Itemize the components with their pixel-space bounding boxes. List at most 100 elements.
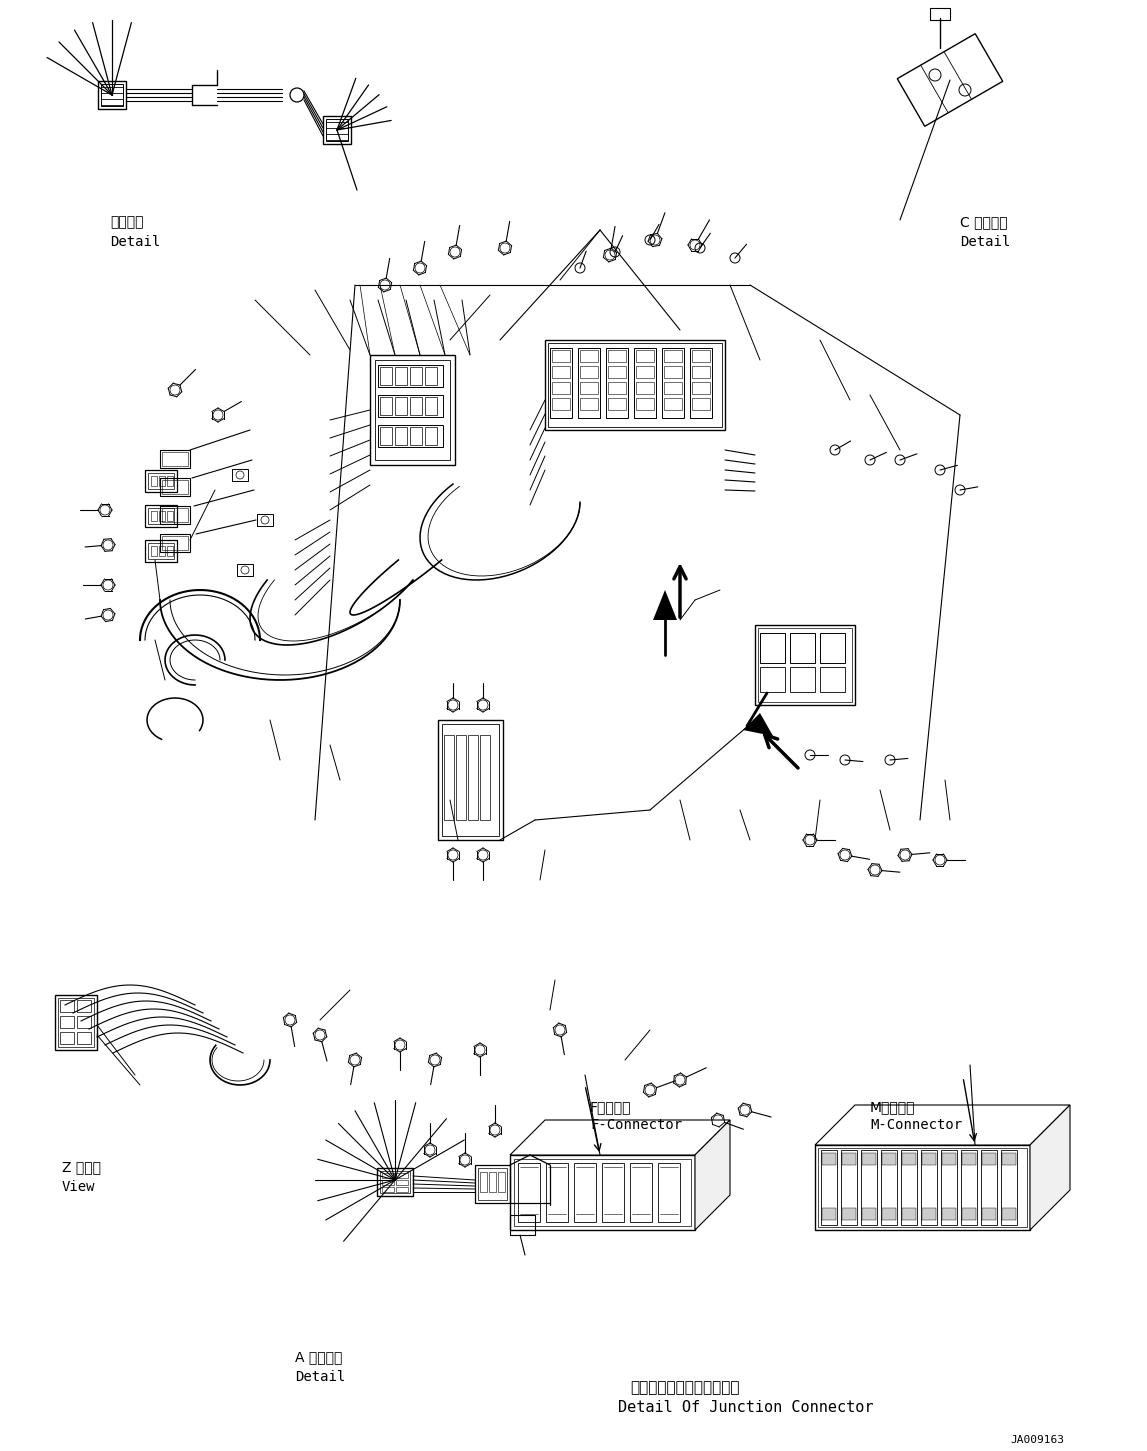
- Bar: [820, 667, 845, 692]
- Bar: [863, 1209, 876, 1220]
- Bar: [159, 534, 190, 551]
- Bar: [580, 382, 598, 395]
- Bar: [548, 342, 721, 427]
- Bar: [370, 355, 455, 464]
- Bar: [608, 398, 626, 411]
- Bar: [409, 398, 422, 415]
- Bar: [863, 1154, 876, 1165]
- Bar: [790, 667, 816, 692]
- Bar: [882, 1154, 896, 1165]
- Bar: [162, 508, 188, 522]
- Bar: [1002, 1209, 1016, 1220]
- Bar: [902, 1151, 916, 1225]
- Bar: [162, 453, 188, 466]
- Bar: [395, 398, 407, 415]
- Bar: [479, 1172, 487, 1193]
- Bar: [162, 480, 188, 493]
- Polygon shape: [816, 1106, 1070, 1145]
- Bar: [930, 7, 950, 19]
- Bar: [551, 348, 572, 418]
- Bar: [159, 511, 165, 521]
- Bar: [409, 427, 422, 445]
- Bar: [382, 1180, 395, 1185]
- Bar: [760, 667, 785, 692]
- Bar: [514, 1159, 690, 1226]
- Bar: [159, 506, 190, 524]
- Bar: [379, 425, 443, 447]
- Bar: [822, 1154, 836, 1165]
- Bar: [518, 1164, 540, 1222]
- Bar: [658, 1164, 680, 1222]
- Text: C 　詳　細: C 詳 細: [960, 215, 1007, 229]
- Bar: [396, 1187, 408, 1193]
- Bar: [552, 350, 570, 361]
- Bar: [257, 514, 273, 527]
- Bar: [60, 1016, 75, 1027]
- Bar: [97, 81, 126, 109]
- Bar: [510, 1155, 695, 1230]
- Bar: [692, 398, 710, 411]
- Bar: [574, 1164, 596, 1222]
- Bar: [861, 1151, 877, 1225]
- Bar: [382, 1172, 395, 1178]
- Bar: [822, 1209, 836, 1220]
- Bar: [580, 398, 598, 411]
- Bar: [148, 543, 174, 559]
- Bar: [608, 366, 626, 379]
- Bar: [760, 633, 785, 663]
- Bar: [379, 395, 443, 416]
- Bar: [981, 1151, 997, 1225]
- Bar: [55, 995, 97, 1051]
- Bar: [379, 366, 443, 387]
- Bar: [881, 1151, 897, 1225]
- Bar: [634, 348, 656, 418]
- Bar: [662, 348, 684, 418]
- Bar: [546, 1164, 568, 1222]
- Bar: [159, 477, 190, 496]
- Bar: [162, 535, 188, 550]
- Bar: [664, 366, 682, 379]
- Bar: [237, 564, 253, 576]
- Bar: [820, 633, 845, 663]
- Bar: [375, 360, 450, 460]
- Bar: [841, 1151, 857, 1225]
- Bar: [692, 382, 710, 395]
- Text: M-Connector: M-Connector: [871, 1119, 962, 1132]
- Bar: [232, 469, 248, 480]
- Bar: [395, 427, 407, 445]
- Bar: [167, 476, 173, 486]
- Bar: [498, 1172, 505, 1193]
- Bar: [630, 1164, 651, 1222]
- Bar: [326, 119, 348, 141]
- Bar: [396, 1180, 408, 1185]
- Bar: [664, 382, 682, 395]
- Bar: [148, 508, 174, 524]
- Text: Detail: Detail: [110, 235, 161, 250]
- Text: Detail: Detail: [960, 235, 1011, 250]
- Bar: [1001, 1151, 1017, 1225]
- Bar: [664, 398, 682, 411]
- Text: A 　詳　細: A 詳 細: [295, 1349, 342, 1364]
- Bar: [409, 367, 422, 385]
- Bar: [148, 473, 174, 489]
- Bar: [882, 1209, 896, 1220]
- Bar: [578, 348, 600, 418]
- Text: 日　詳細: 日 詳細: [110, 215, 143, 229]
- Bar: [151, 546, 157, 556]
- Text: ジャクションコネクタ詳細: ジャクションコネクタ詳細: [630, 1380, 740, 1394]
- Bar: [608, 382, 626, 395]
- Bar: [60, 1032, 75, 1045]
- Bar: [922, 1209, 936, 1220]
- Bar: [382, 1187, 395, 1193]
- Bar: [395, 367, 407, 385]
- Bar: [438, 720, 504, 840]
- Text: JA009163: JA009163: [1011, 1435, 1064, 1445]
- Bar: [145, 505, 177, 527]
- Text: Mコネクタ: Mコネクタ: [871, 1100, 915, 1114]
- Bar: [942, 1154, 955, 1165]
- Text: View: View: [62, 1180, 95, 1194]
- Bar: [380, 1171, 409, 1193]
- Bar: [380, 427, 392, 445]
- Bar: [982, 1209, 996, 1220]
- Bar: [377, 1168, 413, 1196]
